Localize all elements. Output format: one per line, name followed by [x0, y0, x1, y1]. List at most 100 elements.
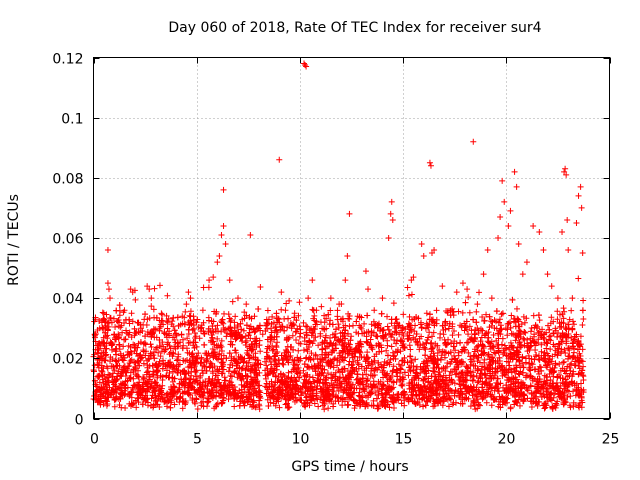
- data-point: [489, 354, 496, 361]
- data-point: [466, 323, 473, 330]
- data-point: [288, 322, 295, 329]
- data-point: [447, 360, 454, 367]
- data-point: [209, 323, 216, 330]
- data-point: [442, 339, 449, 346]
- data-point: [409, 397, 416, 404]
- data-point: [125, 391, 132, 398]
- data-point: [304, 348, 311, 355]
- data-point: [374, 366, 381, 373]
- data-point: [142, 352, 149, 359]
- data-point: [126, 316, 133, 323]
- data-point: [317, 319, 324, 326]
- data-point: [239, 334, 246, 341]
- data-point: [296, 299, 303, 306]
- data-point: [309, 306, 316, 313]
- data-point: [146, 355, 153, 362]
- data-point: [312, 368, 319, 375]
- data-point: [274, 339, 281, 346]
- data-point: [486, 381, 493, 388]
- data-point: [491, 324, 498, 331]
- data-point: [447, 312, 454, 319]
- data-point: [516, 357, 523, 364]
- data-point: [398, 400, 405, 407]
- data-point: [265, 316, 272, 323]
- data-point: [212, 326, 219, 333]
- data-point: [264, 325, 271, 332]
- data-point: [499, 177, 506, 184]
- data-point: [246, 314, 253, 321]
- data-point: [173, 363, 180, 370]
- data-point: [345, 340, 352, 347]
- data-point: [421, 383, 428, 390]
- data-point: [494, 342, 501, 349]
- data-point: [507, 207, 514, 214]
- data-point: [150, 306, 157, 313]
- data-point: [458, 323, 465, 330]
- data-point: [565, 247, 572, 254]
- data-point: [565, 321, 572, 328]
- data-point: [117, 372, 124, 379]
- data-point: [347, 384, 354, 391]
- data-point: [122, 385, 129, 392]
- data-point: [209, 370, 216, 377]
- data-point: [273, 361, 280, 368]
- data-point: [164, 362, 171, 369]
- data-point: [428, 250, 435, 257]
- data-point: [143, 369, 150, 376]
- data-point: [227, 392, 234, 399]
- data-point: [223, 391, 230, 398]
- data-point: [111, 367, 118, 374]
- data-point: [234, 295, 241, 302]
- data-point: [191, 386, 198, 393]
- data-point: [475, 378, 482, 385]
- data-point: [441, 336, 448, 343]
- data-point: [206, 364, 213, 371]
- data-point: [243, 301, 250, 308]
- data-point: [137, 329, 144, 336]
- data-point: [199, 367, 206, 374]
- data-point: [179, 381, 186, 388]
- data-point: [481, 349, 488, 356]
- data-point: [132, 330, 139, 337]
- data-point: [94, 399, 101, 406]
- data-point: [113, 351, 120, 358]
- data-point: [168, 386, 175, 393]
- data-point: [501, 349, 508, 356]
- data-point: [464, 286, 471, 293]
- data-point: [124, 377, 131, 384]
- data-point: [479, 313, 486, 320]
- data-point: [181, 314, 188, 321]
- data-point: [307, 383, 314, 390]
- data-point: [137, 325, 144, 332]
- data-point: [386, 404, 393, 411]
- data-point: [250, 326, 257, 333]
- data-point: [271, 356, 278, 363]
- data-point: [185, 326, 192, 333]
- data-point: [411, 377, 418, 384]
- data-point: [429, 345, 436, 352]
- data-point: [287, 395, 294, 402]
- data-point: [114, 318, 121, 325]
- data-point: [310, 378, 317, 385]
- data-point: [280, 361, 287, 368]
- data-point: [152, 401, 159, 408]
- data-point: [538, 341, 545, 348]
- data-point: [197, 360, 204, 367]
- data-point: [267, 359, 274, 366]
- data-point: [274, 315, 281, 322]
- data-point: [263, 362, 270, 369]
- data-point: [222, 241, 229, 248]
- data-point: [148, 330, 155, 337]
- data-point: [345, 315, 352, 322]
- data-point: [569, 295, 576, 302]
- data-point: [408, 277, 415, 284]
- data-point: [120, 309, 127, 316]
- data-point: [192, 368, 199, 375]
- data-point: [200, 362, 207, 369]
- data-point: [183, 301, 190, 308]
- data-point: [190, 339, 197, 346]
- data-point: [91, 368, 98, 375]
- data-point: [435, 400, 442, 407]
- data-point: [506, 362, 513, 369]
- data-point: [329, 348, 336, 355]
